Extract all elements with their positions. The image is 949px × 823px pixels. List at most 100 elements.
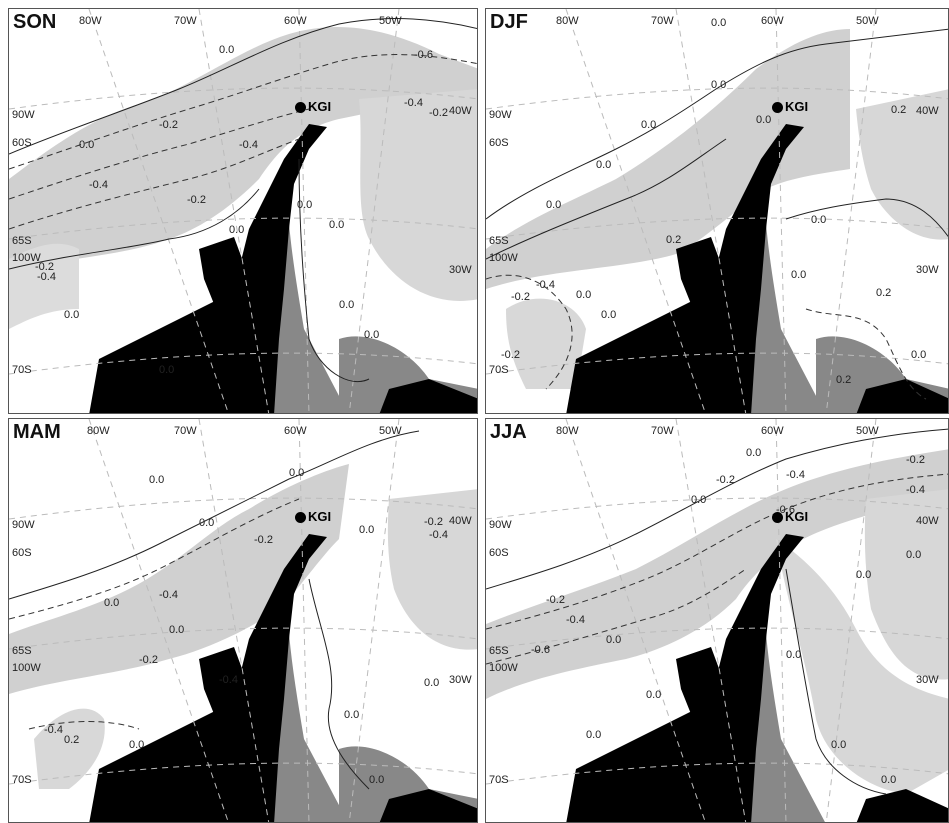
contour-label: 0.0: [339, 299, 355, 311]
shaded-region: [864, 489, 948, 680]
contour-label: 0.2: [836, 374, 852, 386]
contour-label: 0.2: [891, 104, 907, 116]
lon-label: 40W: [449, 515, 472, 527]
lon-label: 70W: [651, 425, 674, 437]
contour-label: 0.0: [359, 524, 375, 536]
shaded-region: [387, 489, 477, 650]
lat-label: 60S: [12, 137, 32, 149]
contour-label: -0.2: [139, 654, 158, 666]
lat-label: 70S: [12, 774, 32, 786]
station-label: KGI: [785, 99, 809, 114]
contour-label: -0.2: [35, 261, 54, 273]
contour-label: -0.2: [511, 291, 530, 303]
contour-label: 0.0: [691, 494, 707, 506]
contour-label: 0.0: [756, 114, 772, 126]
lon-label: 30W: [449, 264, 472, 276]
contour-label: -0.4: [404, 97, 423, 109]
station-marker: [295, 102, 306, 113]
stippled-region: [9, 26, 477, 269]
station-marker: [295, 512, 306, 523]
lon-label: 70W: [174, 425, 197, 437]
contour-label: -0.4: [159, 589, 178, 601]
lon-label: 80W: [556, 15, 579, 27]
contour-label: 0.2: [64, 734, 80, 746]
contour-label: -0.4: [536, 279, 555, 291]
contour-label: 0.2: [666, 234, 682, 246]
contour-label: 0.0: [329, 219, 345, 231]
lon-label: 80W: [79, 15, 102, 27]
antarctic-peninsula: [566, 124, 804, 413]
contour-label: 0.0: [646, 689, 662, 701]
lon-label: 90W: [12, 109, 35, 121]
contour-label: 0.0: [219, 44, 235, 56]
contour-label: -0.2: [906, 454, 925, 466]
lat-label: 65S: [489, 235, 509, 247]
contour-label: -0.4: [239, 139, 258, 151]
contour-label: -0.4: [786, 469, 805, 481]
island: [199, 237, 244, 304]
land: [379, 789, 477, 822]
station-marker: [772, 512, 783, 523]
map-panel-son: SON 80W 70W 60W 50W 40W 30W 90W 100W 60S…: [8, 8, 478, 414]
contour-label: 0.0: [149, 474, 165, 486]
lat-label: 70S: [12, 364, 32, 376]
lat-label: 60S: [489, 547, 509, 559]
contour-label: 0.0: [711, 79, 727, 91]
station-marker: [772, 102, 783, 113]
antarctic-peninsula: [89, 124, 327, 413]
lat-label: 65S: [489, 645, 509, 657]
contour-label: 0.0: [906, 549, 922, 561]
contour-label: 0.0: [369, 774, 385, 786]
antarctic-peninsula: [89, 534, 327, 822]
contour-label: -0.4: [219, 674, 238, 686]
contour-label: 0.0: [586, 729, 602, 741]
contour-label: 0.2: [876, 287, 892, 299]
lon-label: 100W: [489, 662, 518, 674]
contour-label: 0.0: [64, 309, 80, 321]
land: [856, 789, 948, 822]
contour-label: -0.2: [716, 474, 735, 486]
contour-label: 0.0: [786, 649, 802, 661]
lon-label: 50W: [856, 425, 879, 437]
shaded-region: [506, 298, 586, 389]
lat-label: 60S: [12, 547, 32, 559]
lon-label: 30W: [449, 674, 472, 686]
contour-label: 0.0: [641, 119, 657, 131]
season-label: MAM: [13, 421, 61, 443]
contour-label: 0.0: [199, 517, 215, 529]
contour-label: 0.0: [791, 269, 807, 281]
contour-label: 0.0: [606, 634, 622, 646]
season-label: SON: [13, 11, 57, 33]
lon-label: 50W: [856, 15, 879, 27]
lon-label: 50W: [379, 15, 402, 27]
lon-label: 60W: [284, 425, 307, 437]
contour-label: -0.6: [776, 504, 795, 516]
lon-label: 40W: [449, 105, 472, 117]
lon-label: 90W: [489, 109, 512, 121]
contour-label: 0.0: [711, 17, 727, 29]
lon-label: 100W: [489, 252, 518, 264]
lat-label: 60S: [489, 137, 509, 149]
contour-label: 0.0: [596, 159, 612, 171]
lat-label: 65S: [12, 235, 32, 247]
map-panel-djf: DJF 80W 70W 60W 50W 40W 30W 90W 100W 60S…: [485, 8, 949, 414]
contour-label: 0.0: [601, 309, 617, 321]
contour-label: -0.2: [254, 534, 273, 546]
contour-label: 0.0: [576, 289, 592, 301]
contour-label: -0.4: [37, 271, 56, 283]
contour-label: -0.4: [566, 614, 585, 626]
contour-label: 0.0: [881, 774, 897, 786]
station-label: KGI: [785, 509, 809, 524]
lon-label: 60W: [761, 425, 784, 437]
contour-label: 0.0: [289, 467, 305, 479]
contour-label: -0.4: [44, 724, 63, 736]
contour-label: 0.0: [364, 329, 380, 341]
map-panel-jja: JJA 80W 70W 60W 50W 40W 30W 90W 100W 60S…: [485, 418, 949, 823]
contour-label: 0.0: [911, 349, 927, 361]
contour-label: -0.6: [531, 644, 550, 656]
lon-label: 70W: [174, 15, 197, 27]
contour-label: 0.0: [104, 597, 120, 609]
island: [676, 237, 721, 304]
map-canvas: [486, 9, 948, 413]
season-label: JJA: [490, 421, 527, 443]
